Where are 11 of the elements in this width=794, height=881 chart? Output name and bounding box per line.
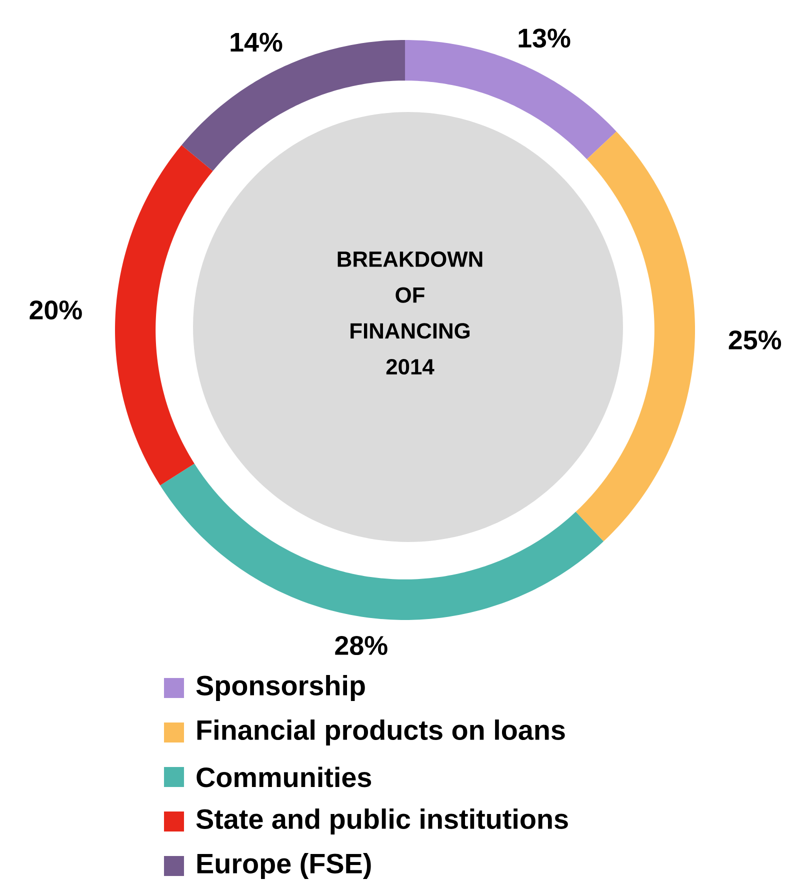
legend-label: Sponsorship: [196, 675, 365, 701]
data-label: 25%: [728, 330, 782, 350]
legend-label: Europe (FSE): [197, 853, 371, 879]
data-label: 14%: [230, 32, 282, 52]
legend-label: Financial products on loans: [197, 720, 565, 746]
text: BREAKDOWN OF FINANCING 2014: [338, 251, 482, 375]
legend-label: State and public institutions: [196, 808, 568, 834]
legend-label: Communities: [196, 766, 372, 788]
data-label: 20%: [30, 300, 82, 320]
data-label: 28%: [335, 636, 388, 656]
data-label: 13%: [518, 28, 570, 48]
